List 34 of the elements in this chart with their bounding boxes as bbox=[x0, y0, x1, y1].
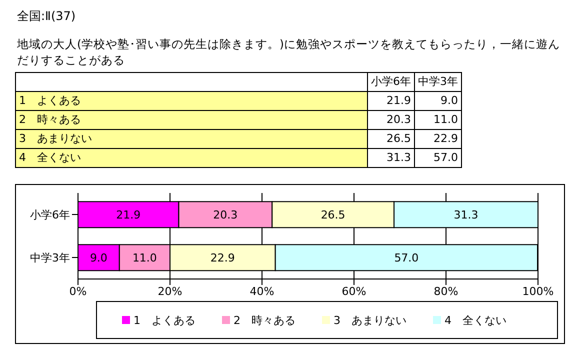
data-label: 9.0 bbox=[90, 252, 108, 265]
x-tick-label: 80% bbox=[434, 284, 458, 298]
legend-label: 4 全くない bbox=[444, 314, 506, 326]
category-label: 中学3年 bbox=[418, 75, 458, 88]
text: 21.9 bbox=[386, 94, 411, 107]
data-label: 26.5 bbox=[320, 208, 346, 222]
text: 1 よくある bbox=[19, 94, 81, 107]
text: 26.5 bbox=[386, 132, 411, 145]
text: 4 全くない bbox=[19, 151, 81, 164]
legend-label: 3 あまりない bbox=[334, 314, 406, 326]
x-tick-label: 100% bbox=[522, 284, 554, 298]
text: 2 時々ある bbox=[19, 113, 81, 126]
data-label: 22.9 bbox=[210, 252, 235, 265]
text: 9.0 bbox=[440, 94, 458, 107]
text: 22.9 bbox=[434, 132, 458, 145]
data-label: 31.3 bbox=[454, 208, 478, 222]
x-tick-label: 20% bbox=[158, 284, 182, 298]
data-label: 11.0 bbox=[132, 252, 157, 265]
legend-label: 2 時々ある bbox=[234, 314, 296, 326]
text: 11.0 bbox=[434, 113, 458, 126]
data-label: 21.9 bbox=[116, 208, 141, 222]
x-tick-label: 40% bbox=[250, 284, 274, 298]
text: 31.3 bbox=[386, 151, 411, 164]
chart-subtitle: 地域の大人(学校や塾･習い事の先生は除きます。)に勉強やスポーツを教えてもらったり，一緒に遊んだりすることがある bbox=[17, 36, 561, 68]
data-label: 20.3 bbox=[213, 208, 238, 222]
legend-label: 1 よくある bbox=[134, 314, 196, 326]
chart-title: 全国:Ⅱ(37) bbox=[17, 8, 76, 25]
text: 20.3 bbox=[386, 113, 411, 126]
data-label: 57.0 bbox=[394, 252, 419, 265]
text: 57.0 bbox=[434, 151, 458, 164]
text: 3 あまりない bbox=[19, 132, 92, 145]
x-tick-label: 0% bbox=[69, 284, 87, 298]
x-tick-label: 60% bbox=[342, 284, 366, 298]
category-label: 小学6年 bbox=[371, 75, 411, 88]
